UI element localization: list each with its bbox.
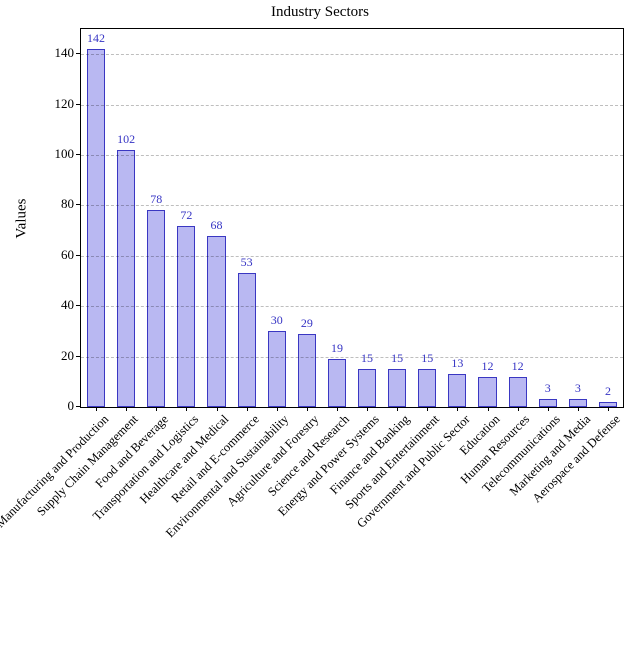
bar-value-label: 72 [180,208,192,223]
bar [147,210,165,407]
x-tick [488,407,489,411]
bar-value-label: 102 [117,132,135,147]
bar-value-label: 12 [482,359,494,374]
x-tick [578,407,579,411]
x-tick [247,407,248,411]
x-tick [337,407,338,411]
x-tick [186,407,187,411]
bar-value-label: 12 [512,359,524,374]
bar-value-label: 3 [575,381,581,396]
x-tick [156,407,157,411]
bar [268,331,286,407]
bar [358,369,376,407]
grid-line [81,54,623,55]
x-tick [608,407,609,411]
bar-value-label: 142 [87,31,105,46]
bar [509,377,527,407]
x-tick [397,407,398,411]
grid-line [81,155,623,156]
bar-value-label: 15 [361,351,373,366]
bar-value-label: 19 [331,341,343,356]
y-tick-label: 120 [55,96,75,112]
y-tick [76,104,80,105]
bar-value-label: 68 [211,218,223,233]
bar-value-label: 15 [391,351,403,366]
grid-line [81,306,623,307]
x-tick [367,407,368,411]
bar [448,374,466,407]
grid-line [81,205,623,206]
x-tick [457,407,458,411]
y-tick-label: 40 [61,297,74,313]
y-tick-label: 140 [55,45,75,61]
x-tick [427,407,428,411]
x-tick [96,407,97,411]
chart-container: Industry Sectors Values 1421027872685330… [0,0,640,646]
chart-title: Industry Sectors [0,4,640,21]
bar [328,359,346,407]
y-tick-label: 20 [61,348,74,364]
bar-value-label: 2 [605,384,611,399]
x-tick [126,407,127,411]
grid-line [81,105,623,106]
x-tick [217,407,218,411]
bar [569,399,587,407]
bar [87,49,105,407]
x-tick [307,407,308,411]
x-tick [518,407,519,411]
grid-line [81,256,623,257]
grid-line [81,357,623,358]
y-tick-label: 0 [68,398,75,414]
y-tick [76,406,80,407]
bar [177,226,195,407]
y-tick-label: 60 [61,247,74,263]
bar-value-label: 30 [271,313,283,328]
bar-value-label: 53 [241,255,253,270]
bar-value-label: 13 [451,356,463,371]
y-tick [76,305,80,306]
plot-area: 14210278726853302919151515131212332 [80,28,624,408]
x-tick [548,407,549,411]
bars-layer: 14210278726853302919151515131212332 [81,29,623,407]
bar-value-label: 3 [545,381,551,396]
y-tick-label: 100 [55,146,75,162]
y-tick-label: 80 [61,196,74,212]
bar [539,399,557,407]
y-axis-label: Values [14,189,31,249]
bar [418,369,436,407]
x-tick [277,407,278,411]
bar [388,369,406,407]
bar [298,334,316,407]
bar-value-label: 29 [301,316,313,331]
bar [238,273,256,407]
y-tick [76,204,80,205]
bar [478,377,496,407]
bar [207,236,225,407]
y-tick [76,255,80,256]
y-tick [76,53,80,54]
y-tick [76,154,80,155]
bar-value-label: 15 [421,351,433,366]
bar [117,150,135,407]
y-tick [76,356,80,357]
